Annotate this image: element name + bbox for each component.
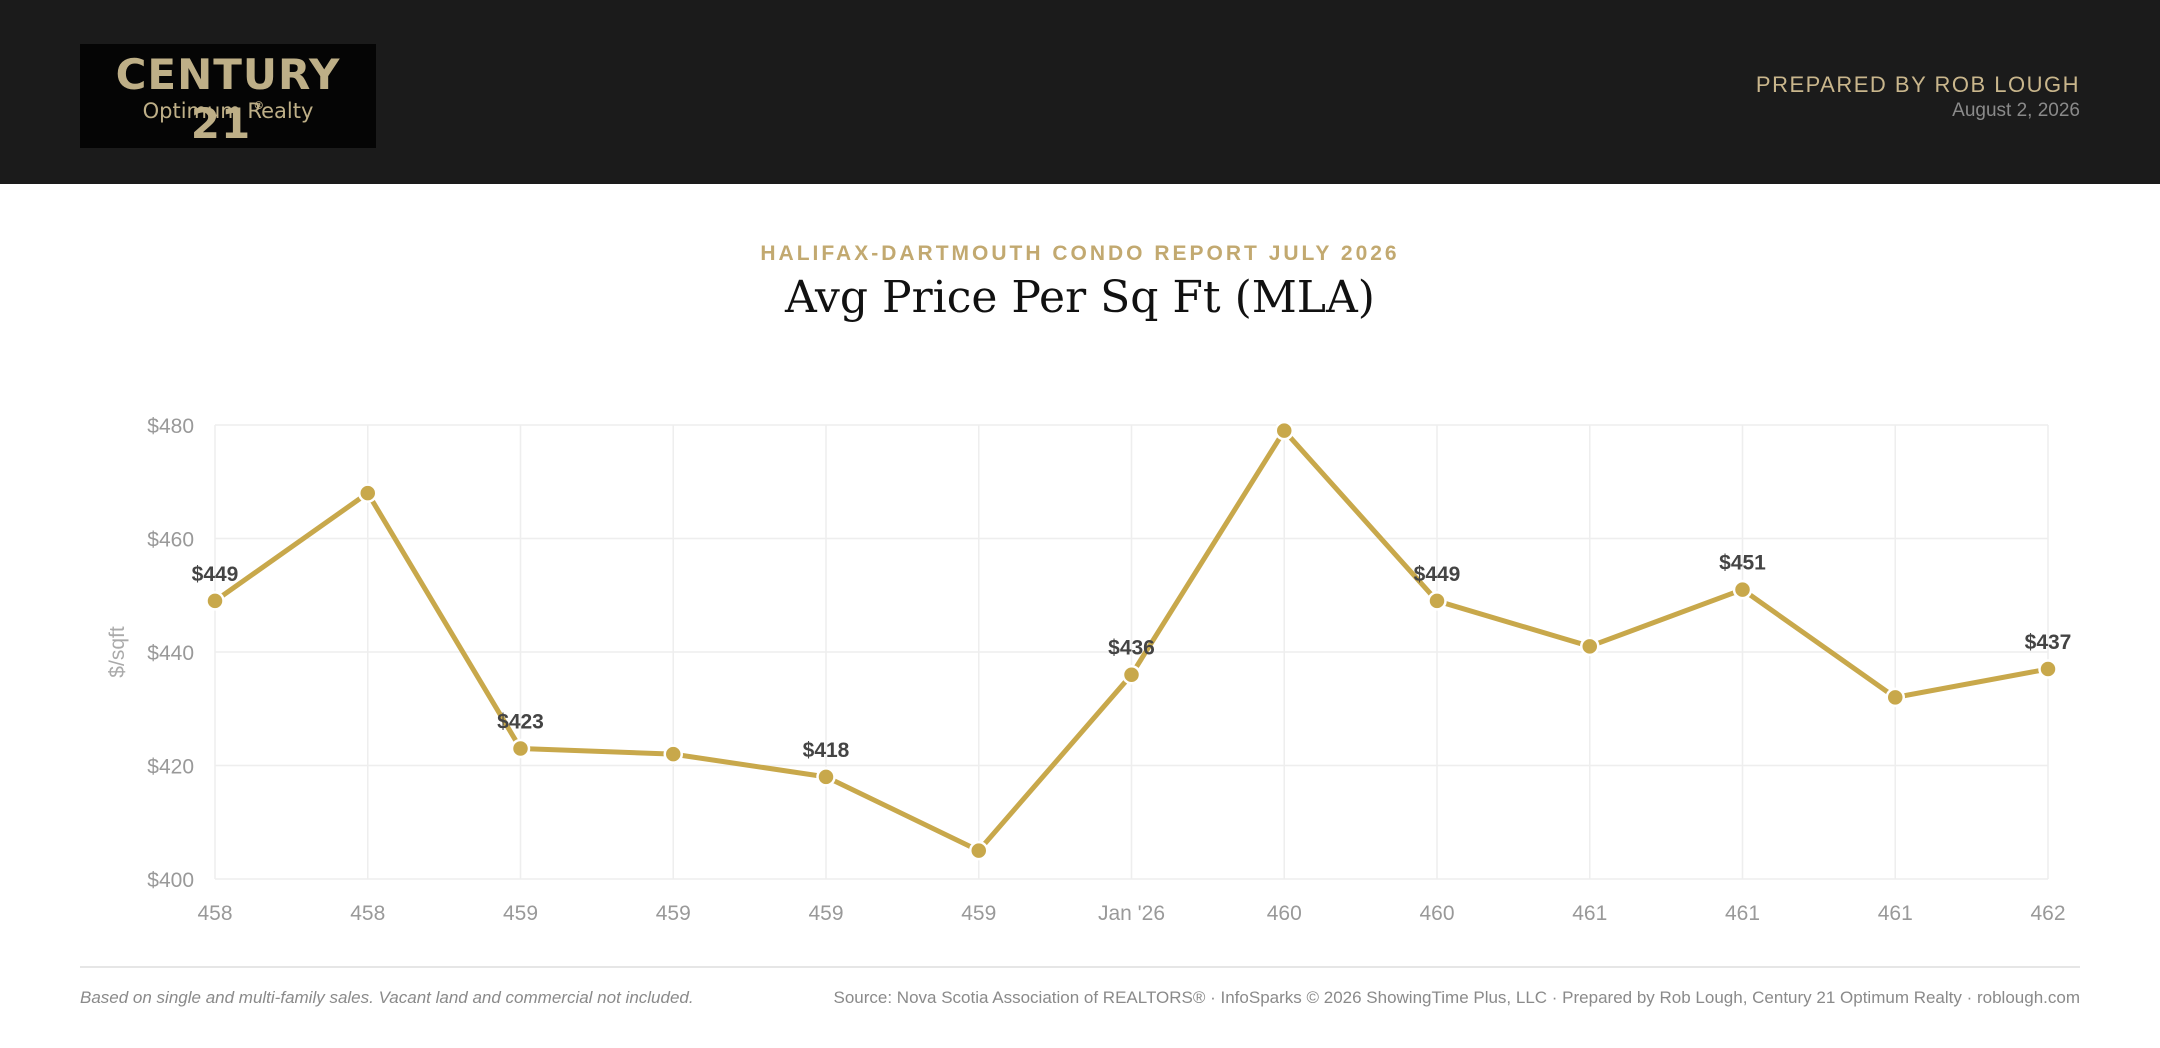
y-tick-label: $400 xyxy=(147,869,194,892)
data-label: $449 xyxy=(1414,563,1461,586)
data-point xyxy=(510,738,531,759)
data-label: $418 xyxy=(803,739,850,762)
report-header: CENTURY 21 ® Optimum Realty PREPARED BY R… xyxy=(0,0,2160,184)
price-per-sqft-line-chart: $400 $420 $440 $460 $480 458 458 459 459 459 459 Ja… xyxy=(106,415,2072,925)
data-label: $436 xyxy=(1108,637,1155,660)
x-tick-label: 459 xyxy=(503,902,538,925)
x-tick-label: 461 xyxy=(1878,902,1913,925)
x-tick-label: 460 xyxy=(1419,902,1454,925)
y-tick-label: $440 xyxy=(147,642,194,665)
logo-brand-text: CENTURY 21 ® xyxy=(80,50,376,148)
footer-source: Source: Nova Scotia Association of REALT… xyxy=(833,988,2081,1007)
logo-registered-mark: ® xyxy=(253,99,266,112)
x-tick-label: 459 xyxy=(961,902,996,925)
x-tick-label: 459 xyxy=(808,902,843,925)
prepared-by: PREPARED BY ROB LOUGH xyxy=(1755,72,2080,97)
data-point xyxy=(1885,687,1905,708)
x-tick-label: 458 xyxy=(350,902,385,925)
data-label: $437 xyxy=(2025,631,2072,654)
century21-logo: CENTURY 21 ® Optimum Realty xyxy=(80,44,376,148)
y-tick-label: $420 xyxy=(147,756,194,779)
y-axis-label: $/sqft xyxy=(106,626,129,678)
data-label: $449 xyxy=(192,563,239,586)
x-tick-label: 461 xyxy=(1725,902,1760,925)
report-date: August 2, 2026 xyxy=(1952,100,2080,121)
x-tick-label: 458 xyxy=(197,902,232,925)
data-point xyxy=(1274,420,1294,441)
logo-office-name: Optimum Realty xyxy=(142,99,314,123)
y-tick-label: $480 xyxy=(147,415,194,438)
x-tick-label: 462 xyxy=(2030,902,2065,925)
data-label: $451 xyxy=(1719,552,1766,575)
data-point xyxy=(816,767,836,787)
data-point xyxy=(205,591,225,611)
data-point xyxy=(1580,636,1600,657)
data-point xyxy=(358,483,378,503)
data-label: $423 xyxy=(497,710,544,733)
footer-divider xyxy=(80,966,2080,968)
logo-brand-name: CENTURY 21 xyxy=(115,50,341,148)
x-tick-label: 460 xyxy=(1267,902,1302,925)
data-point xyxy=(1427,591,1447,611)
x-tick-label: Jan '26 xyxy=(1098,902,1165,925)
footer-note: Based on single and multi-family sales. … xyxy=(80,988,694,1007)
data-point xyxy=(969,840,989,861)
x-tick-label: 459 xyxy=(656,902,691,925)
chart-title: Avg Price Per Sq Ft (MLA) xyxy=(785,272,1375,323)
y-tick-label: $460 xyxy=(147,529,194,552)
data-point xyxy=(663,744,683,764)
data-point xyxy=(1121,664,1142,685)
report-subtitle: HALIFAX-DARTMOUTH CONDO REPORT JULY 2026 xyxy=(760,242,1400,265)
data-point xyxy=(1732,579,1753,600)
x-tick-label: 461 xyxy=(1572,902,1607,925)
data-point xyxy=(2038,659,2058,679)
